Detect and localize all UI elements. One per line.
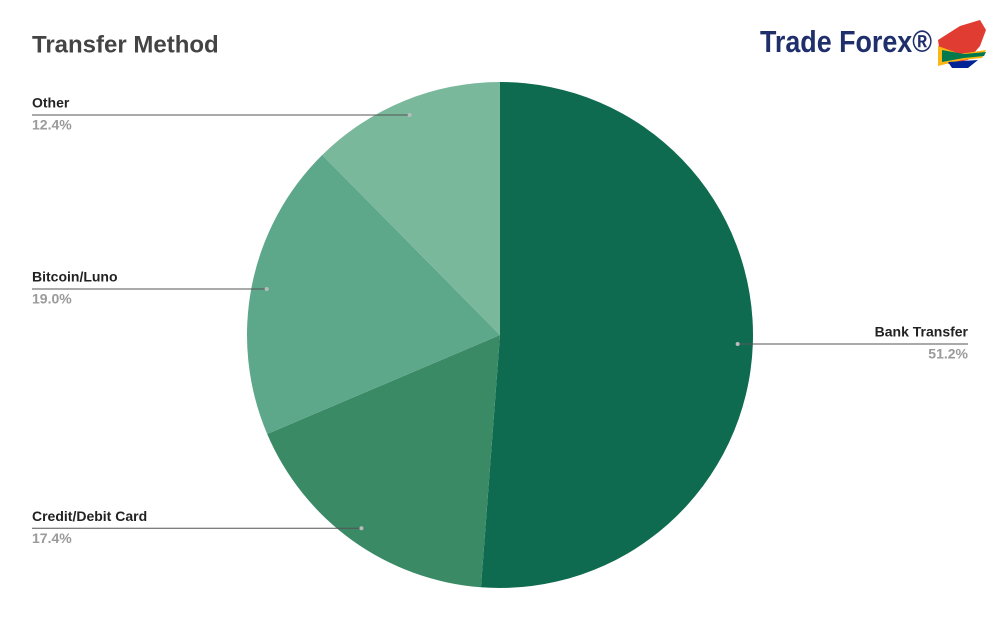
pie-slice	[480, 82, 754, 589]
slice-value: 51.2%	[928, 346, 968, 362]
slice-value: 17.4%	[32, 530, 72, 546]
pie-slice	[322, 82, 500, 335]
leader-dot	[264, 286, 269, 291]
logo-text: Trade Forex®	[760, 24, 932, 59]
pie-slice	[247, 154, 500, 435]
leader-dot	[359, 526, 364, 531]
slice-value: 12.4%	[32, 117, 72, 133]
pie-slice	[267, 335, 500, 588]
leader-dot	[407, 112, 412, 117]
slice-label: Bank Transfer	[875, 324, 969, 340]
leader-dot	[735, 341, 740, 346]
slice-label: Credit/Debit Card	[32, 508, 147, 524]
chart-title: Transfer Method	[32, 31, 219, 58]
slice-value: 19.0%	[32, 291, 72, 307]
slice-label: Other	[32, 95, 70, 111]
slice-label: Bitcoin/Luno	[32, 269, 118, 285]
logo-flag	[938, 20, 986, 68]
